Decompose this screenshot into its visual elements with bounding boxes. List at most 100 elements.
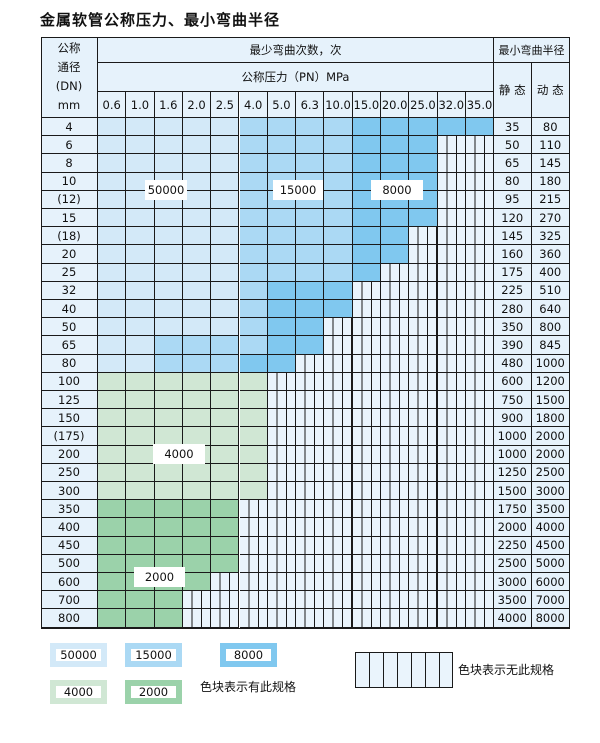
spec-cell-50000 — [126, 263, 155, 282]
spec-cell-15000 — [182, 336, 212, 355]
no-spec-cell — [409, 573, 438, 592]
no-spec-cell — [437, 209, 466, 228]
no-spec-cell — [437, 500, 466, 519]
no-spec-cell — [465, 573, 495, 592]
spec-cell-8000 — [267, 300, 297, 319]
no-spec-cell — [239, 573, 268, 592]
bend-count-header: 最少弯曲次数，次 — [98, 37, 494, 63]
no-spec-cell — [465, 154, 495, 173]
no-spec-cell — [381, 354, 410, 373]
spec-cell-50000 — [182, 318, 212, 337]
static-radius-cell: 95 — [494, 190, 532, 209]
spec-cell-8000 — [352, 136, 381, 155]
no-spec-cell — [381, 263, 410, 282]
static-radius-cell: 750 — [494, 391, 532, 410]
dn-cell: 150 — [41, 409, 98, 428]
dynamic-radius-cell: 7000 — [531, 591, 570, 610]
spec-cell-15000 — [296, 245, 325, 264]
no-spec-cell — [409, 482, 438, 501]
static-radius-cell: 3500 — [494, 591, 532, 610]
spec-cell-8000 — [409, 118, 438, 137]
spec-cell-4000 — [182, 463, 212, 482]
spec-cell-4000 — [239, 409, 268, 428]
dynamic-radius-cell: 215 — [531, 190, 570, 209]
spec-cell-4000 — [182, 409, 212, 428]
no-spec-cell — [437, 463, 466, 482]
spec-cell-50000 — [182, 300, 212, 319]
no-spec-cell — [352, 573, 381, 592]
no-spec-cell — [352, 409, 381, 428]
spec-cell-2000 — [154, 518, 183, 537]
no-spec-cell — [267, 536, 297, 555]
static-radius-cell: 2250 — [494, 536, 532, 555]
dynamic-radius-cell: 2000 — [531, 427, 570, 446]
spec-cell-50000 — [154, 227, 183, 246]
spec-cell-8000 — [437, 118, 466, 137]
spec-cell-2000 — [182, 500, 212, 519]
spec-cell-4000 — [126, 391, 155, 410]
static-radius-cell: 390 — [494, 336, 532, 355]
static-radius-cell: 1000 — [494, 427, 532, 446]
spec-cell-8000 — [267, 318, 297, 337]
spec-cell-50000 — [98, 118, 127, 137]
no-spec-cell — [465, 227, 495, 246]
no-spec-cell — [352, 463, 381, 482]
no-spec-cell — [465, 445, 495, 464]
no-spec-cell — [437, 554, 466, 573]
spec-cell-50000 — [98, 209, 127, 228]
dn-cell: 400 — [41, 518, 98, 537]
spec-cell-2000 — [154, 500, 183, 519]
no-spec-cell — [465, 536, 495, 555]
legend-swatch-2000: 2000 — [125, 680, 182, 704]
spec-cell-15000 — [267, 227, 297, 246]
spec-cell-2000 — [182, 536, 212, 555]
static-header: 静 态 — [494, 63, 532, 118]
no-spec-cell — [296, 372, 325, 391]
spec-cell-2000 — [98, 591, 127, 610]
spec-cell-15000 — [324, 209, 353, 228]
spec-cell-4000 — [126, 463, 155, 482]
spec-cell-50000 — [98, 281, 127, 300]
spec-cell-4000 — [182, 372, 212, 391]
no-spec-cell — [381, 409, 410, 428]
legend-no-spec-text: 色块表示无此规格 — [458, 663, 555, 677]
legend-no-spec-swatch — [355, 652, 453, 688]
spec-cell-50000 — [154, 118, 183, 137]
spec-cell-4000 — [98, 445, 127, 464]
no-spec-cell — [296, 391, 325, 410]
spec-cell-4000 — [126, 427, 155, 446]
zone-label-8000: 8000 — [371, 180, 423, 200]
spec-cell-50000 — [182, 281, 212, 300]
spec-cell-8000 — [381, 154, 410, 173]
spec-cell-50000 — [98, 300, 127, 319]
no-spec-cell — [324, 500, 353, 519]
spec-cell-50000 — [126, 245, 155, 264]
spec-cell-8000 — [267, 281, 297, 300]
static-radius-cell: 280 — [494, 300, 532, 319]
pressure-column-header: 1.0 — [126, 92, 155, 118]
no-spec-cell — [352, 609, 381, 628]
spec-cell-50000 — [211, 227, 240, 246]
no-spec-cell — [324, 372, 353, 391]
spec-cell-4000 — [126, 482, 155, 501]
no-spec-cell — [465, 336, 495, 355]
no-spec-cell — [381, 445, 410, 464]
dn-cell: 450 — [41, 536, 98, 555]
spec-cell-15000 — [296, 227, 325, 246]
dynamic-radius-cell: 80 — [531, 118, 570, 137]
spec-cell-8000 — [324, 281, 353, 300]
spec-cell-4000 — [211, 427, 240, 446]
spec-cell-50000 — [98, 336, 127, 355]
dn-header-line: 通径 — [57, 60, 81, 74]
no-spec-cell — [296, 463, 325, 482]
dynamic-radius-cell: 4500 — [531, 536, 570, 555]
no-spec-cell — [381, 463, 410, 482]
zone-label-15000: 15000 — [273, 180, 323, 200]
dynamic-radius-cell: 3500 — [531, 500, 570, 519]
dn-cell: 350 — [41, 500, 98, 519]
no-spec-cell — [437, 300, 466, 319]
spec-cell-50000 — [211, 118, 240, 137]
spec-cell-15000 — [239, 300, 268, 319]
no-spec-cell — [267, 482, 297, 501]
spec-cell-15000 — [296, 263, 325, 282]
